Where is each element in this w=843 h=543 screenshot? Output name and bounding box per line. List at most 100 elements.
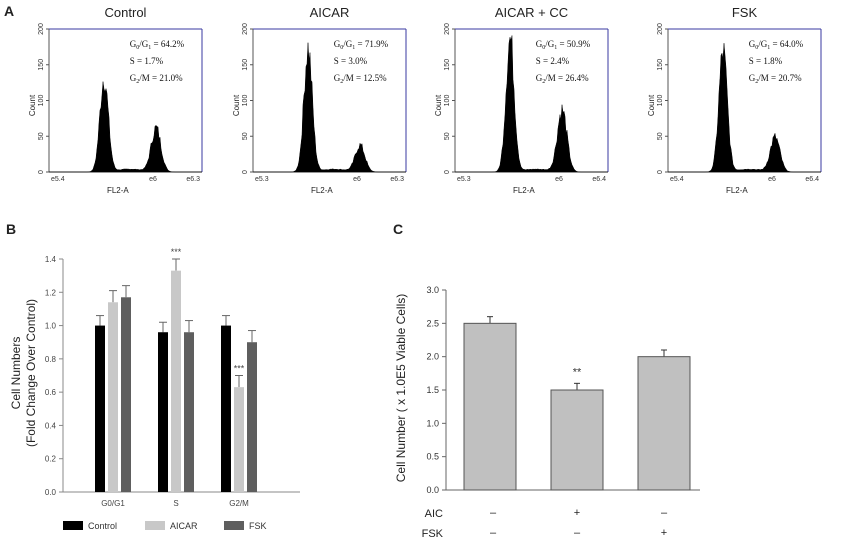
stat-text: G: [334, 73, 341, 83]
histogram-y-tick-label: 200: [657, 23, 664, 35]
panel-b-y-tick-label: 1.4: [45, 255, 57, 264]
panel-b-y-tick-label: 0.6: [45, 388, 57, 397]
histogram-x-tick-label: e6.4: [592, 176, 606, 183]
stat-subscript: 2: [340, 79, 343, 85]
panel-c-condition-label: AIC: [425, 508, 443, 520]
histogram-xlabel: FL2-A: [107, 186, 129, 195]
stat-text: /: [545, 39, 548, 49]
histogram-x-tick-label: e6: [353, 176, 361, 183]
panel-b-bar: [121, 297, 131, 492]
stat-text: G: [536, 39, 543, 49]
histogram-y-tick-label: 50: [242, 132, 249, 140]
stat-subscript: 1: [148, 45, 151, 51]
panel-c-y-tick-label: 0.5: [426, 452, 439, 462]
histogram-x-tick-label: e6.4: [805, 176, 819, 183]
stat-subscript: 2: [755, 79, 758, 85]
histogram-ylabel: Count: [28, 94, 37, 116]
panel-b-y-tick-label: 0.4: [45, 421, 57, 430]
stat-text: /M = 20.7%: [758, 73, 802, 83]
panel-b-ylabel-line2: (Fold Change Over Control): [24, 299, 38, 447]
histogram-y-tick-label: 0: [444, 170, 451, 174]
panel-b-y-tick-label: 1.0: [45, 322, 57, 331]
panel-b-legend-swatch: [224, 521, 244, 530]
stat-subscript: 1: [767, 45, 770, 51]
stat-text: G: [548, 39, 555, 49]
panel-c-chart: Cell Number ( x 1.0E5 Viable Cells) 0.0 0…: [394, 285, 700, 540]
histogram-y-tick-label: 0: [242, 170, 249, 174]
panel-b-y-tick-label: 0.2: [45, 455, 57, 464]
stat-g2m: G2/M = 26.4%: [536, 73, 589, 85]
stat-text: = 64.2%: [151, 39, 184, 49]
histogram-x-tick-label: e5.3: [457, 176, 471, 183]
histogram-distribution: [253, 42, 406, 173]
histogram-y-tick-label: 100: [242, 95, 249, 107]
histogram-x-tick-label: e6: [768, 176, 776, 183]
histogram-y-tick-label: 150: [444, 59, 451, 71]
panel-c-y-tick-label: 3.0: [426, 285, 439, 295]
panel-b-chart: Cell Numbers (Fold Change Over Control) …: [9, 247, 300, 531]
panel-b-bar: [158, 332, 168, 492]
stat-s: S = 2.4%: [536, 56, 570, 66]
histogram-y-tick-label: 150: [38, 59, 45, 71]
panel-b-y-tick-label: 1.2: [45, 288, 57, 297]
histogram-ylabel: Count: [232, 94, 241, 116]
stat-g0g1: G0/G1 = 64.0%: [749, 39, 804, 51]
panel-c-condition-label: FSK: [422, 528, 444, 540]
stat-text: /M = 21.0%: [139, 73, 183, 83]
histogram-y-tick-label: 200: [38, 23, 45, 35]
stat-text: G: [130, 73, 137, 83]
panel-b-significance: ***: [234, 364, 245, 374]
histogram-y-tick-label: 0: [38, 170, 45, 174]
stat-subscript: 0: [136, 45, 139, 51]
panel-b-legend-swatch: [63, 521, 83, 530]
panel-c-condition-mark: +: [661, 527, 667, 539]
panel-c-ylabel: Cell Number ( x 1.0E5 Viable Cells): [394, 294, 408, 483]
histogram-x-tick-label: e6.3: [186, 176, 200, 183]
histogram-title: FSK: [732, 5, 758, 20]
histogram-x-tick-label: e5.4: [51, 176, 65, 183]
histogram-xlabel: FL2-A: [513, 186, 535, 195]
panel-b-bar: [221, 325, 231, 492]
panel-b-category-label: G0/G1: [101, 499, 125, 508]
panel-c-condition-mark: –: [490, 507, 497, 519]
histogram-y-tick-label: 50: [444, 132, 451, 140]
histogram-x-tick-label: e6: [555, 176, 563, 183]
stat-g0g1: G0/G1 = 50.9%: [536, 39, 591, 51]
panel-label-b: B: [6, 221, 16, 237]
panel-c-y-tick-label: 2.5: [426, 318, 439, 328]
panel-label-c: C: [393, 221, 403, 237]
histogram-x-tick-label: e6.3: [390, 176, 404, 183]
stat-text: = 50.9%: [557, 39, 590, 49]
panel-c-y-tick-label: 1.0: [426, 418, 439, 428]
histogram-xlabel: FL2-A: [726, 186, 748, 195]
stat-s: S = 1.7%: [130, 56, 164, 66]
stat-text: = 71.9%: [355, 39, 388, 49]
panel-b-ylabel-line1: Cell Numbers: [9, 337, 23, 410]
stat-g2m: G2/M = 20.7%: [749, 73, 802, 85]
histogram-y-tick-label: 100: [38, 95, 45, 107]
stat-g2m: G2/M = 21.0%: [130, 73, 183, 85]
stat-text: G: [142, 39, 149, 49]
stat-text: G: [536, 73, 543, 83]
panel-b-bar: [171, 270, 181, 492]
panel-c-bar: [637, 356, 691, 491]
stat-subscript: 0: [542, 45, 545, 51]
histogram-y-tick-label: 100: [444, 95, 451, 107]
histogram-y-tick-label: 100: [657, 95, 664, 107]
panel-c-condition-mark: –: [661, 507, 668, 519]
histogram-y-tick-label: 50: [38, 132, 45, 140]
histogram-y-tick-label: 50: [657, 132, 664, 140]
panel-b-legend-swatch: [145, 521, 165, 530]
stat-text: G: [334, 39, 341, 49]
histogram-title: AICAR + CC: [495, 5, 568, 20]
stat-subscript: 0: [755, 45, 758, 51]
stat-g0g1: G0/G1 = 64.2%: [130, 39, 185, 51]
histogram-panel: Control 0 50 100 150 200 Count e5.4 e6 e6.3 FL2-A G…: [28, 5, 203, 195]
stat-text: /M = 26.4%: [545, 73, 589, 83]
histogram-distribution: [49, 81, 202, 173]
histogram-x-tick-label: e5.4: [670, 176, 684, 183]
panel-b-bar: [95, 325, 105, 492]
stat-subscript: 0: [340, 45, 343, 51]
stat-text: G: [761, 39, 768, 49]
